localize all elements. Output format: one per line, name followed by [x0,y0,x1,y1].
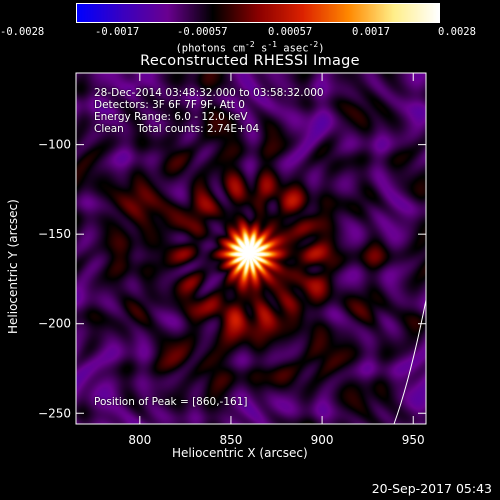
x-tick-label: 900 [311,433,334,447]
clean-counts-label: Clean Total counts: 2.74E+04 [94,123,260,135]
y-axis-title: Heliocentric Y (arcsec) [6,199,20,334]
colorbar-tick-label: -0.00057 [177,26,228,38]
y-tick-label: −100 [38,138,71,152]
colorbar-tick-label: -0.0017 [95,26,140,38]
plot-frame [75,72,427,425]
colorbar [76,3,440,23]
colorbar-tick-label: -0.0028 [0,26,45,38]
heatmap-image [76,73,426,424]
time-range-label: 28-Dec-2014 03:48:32.000 to 03:58:32.000 [94,87,324,99]
colorbar-units: (photons cm-2 s-1 asec-2) [175,40,325,55]
solar-limb-line [393,299,427,425]
y-tick-label: −250 [38,406,71,420]
detectors-label: Detectors: 3F 6F 7F 9F, Att 0 [94,99,245,111]
y-tick-label: −150 [38,227,71,241]
colorbar-tick-label: 0.00057 [268,26,313,38]
x-axis-title: Heliocentric X (arcsec) [172,446,308,460]
peak-position-label: Position of Peak = [860,-161] [94,396,248,408]
energy-range-label: Energy Range: 6.0 - 12.0 keV [94,111,248,123]
x-tick-label: 800 [128,433,151,447]
x-tick-label: 850 [219,433,242,447]
x-tick-label: 950 [402,433,425,447]
x-axis: 800 850 900 950 [128,73,425,447]
colorbar-tick-label: 0.0017 [352,26,390,38]
y-tick-label: −200 [38,317,71,331]
date-stamp: 20-Sep-2017 05:43 [371,481,492,496]
chart-title: Reconstructed RHESSI Image [140,53,360,69]
colorbar-tick-label: 0.0028 [438,26,476,38]
colorbar-gradient [76,3,440,23]
y-axis: −100 −150 −200 −250 [38,138,426,420]
